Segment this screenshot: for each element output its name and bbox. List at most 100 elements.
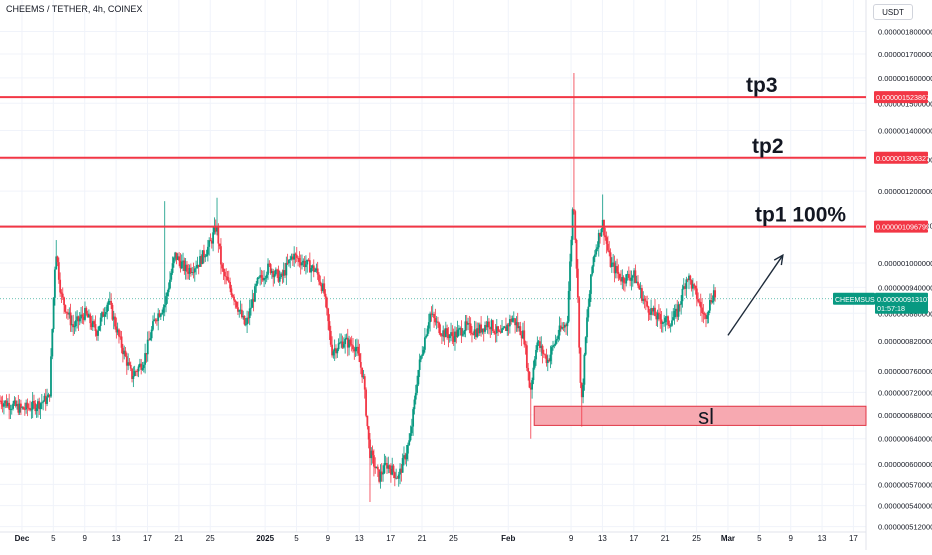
projection-arrow-head (773, 253, 784, 266)
candle-body (476, 328, 479, 337)
candle-body (227, 280, 230, 282)
candle-body (80, 314, 82, 319)
price-tick-label: 0.000000512000 (878, 523, 932, 532)
candle-body (301, 262, 303, 266)
candle-body (648, 312, 651, 315)
candle-body (390, 468, 392, 475)
candle-body (33, 401, 35, 404)
candle-body (522, 330, 524, 339)
candle-body (78, 318, 81, 322)
candle-body (609, 252, 612, 267)
candle-body (707, 310, 710, 316)
candle-body (123, 350, 126, 355)
candle-body (486, 321, 489, 328)
candle-body (638, 285, 641, 290)
candle-body (495, 326, 498, 334)
time-axis[interactable]: Dec 5 9 13 17 21 25 2025 5 9 13 17 21 25 Feb 9 13 17 21 25 M… (15, 534, 859, 543)
candle-body (515, 322, 518, 326)
candle-body (443, 330, 446, 338)
candle-body (516, 322, 519, 329)
candle-body (571, 209, 574, 240)
candle-body (269, 264, 272, 274)
candle-body (379, 471, 382, 482)
price-axis[interactable]: 0.000001800000 0.000001700000 0.0000016000… (878, 28, 932, 532)
candle-body (391, 465, 394, 475)
candle-body (450, 332, 452, 336)
candle-body (438, 322, 441, 334)
candle-body (692, 284, 694, 289)
candle-body (497, 326, 500, 332)
candle-body (265, 274, 268, 278)
candle-body (676, 308, 679, 317)
candle-body (556, 338, 558, 341)
candle-body (255, 283, 258, 287)
candle-body (44, 395, 47, 404)
candle-body (308, 260, 311, 273)
time-tick-label: 17 (849, 534, 858, 543)
candle-body (257, 277, 260, 279)
candle-body (174, 252, 177, 258)
candle-body (59, 279, 62, 293)
candle-body (689, 275, 692, 281)
candle-body (153, 319, 156, 322)
price-tick-label: 0.000001500000 (878, 99, 932, 108)
time-tick-label: 21 (418, 534, 427, 543)
candle-body (167, 288, 170, 293)
candle-body (291, 256, 294, 260)
candle-body (203, 250, 205, 258)
candle-body (286, 262, 289, 264)
candle-body (276, 269, 279, 271)
candle-body (695, 288, 698, 300)
candle-body (37, 401, 39, 409)
candle-body (152, 321, 154, 330)
candle-body (559, 325, 562, 329)
candle-body (705, 314, 707, 319)
candle-body (209, 240, 212, 242)
quote-unit-badge[interactable]: USDT (873, 4, 913, 20)
candle-body (273, 274, 276, 278)
candle-body (111, 304, 114, 320)
candle-body (542, 353, 545, 355)
candle-body (250, 307, 252, 309)
candle-body (306, 259, 309, 265)
candle-body (414, 392, 417, 400)
candle-body (188, 267, 191, 274)
candle-body (101, 312, 103, 318)
candle-body (231, 295, 234, 297)
candle-body (596, 247, 599, 249)
stop-loss-zone[interactable] (533, 405, 867, 426)
candle-body (158, 313, 161, 317)
candle-body (447, 334, 450, 339)
candle-body (125, 356, 128, 366)
candle-body (97, 330, 99, 336)
candle-body (311, 265, 314, 268)
candle-body (604, 235, 607, 238)
candle-body (61, 293, 64, 298)
price-tick-label: 0.000001200000 (878, 187, 932, 196)
time-tick-label: 5 (51, 534, 56, 543)
candle-body (478, 324, 481, 334)
candle-body (21, 407, 24, 409)
candle-body (259, 275, 262, 278)
candle-body (302, 260, 305, 263)
candle-body (557, 335, 560, 339)
candle-body (226, 276, 229, 281)
candle-body (127, 362, 130, 366)
candle-body (278, 277, 281, 282)
candle-body (575, 239, 578, 269)
candle-body (303, 260, 306, 268)
candle-body (430, 313, 433, 315)
time-tick-label: 5 (757, 534, 762, 543)
candle-body (554, 340, 557, 345)
candle-body (646, 301, 649, 307)
candle-body (597, 232, 600, 248)
candle-body (85, 307, 88, 314)
projection-arrow-shaft[interactable] (727, 254, 784, 336)
candle-body (76, 316, 79, 321)
candle-body (507, 324, 510, 327)
candle-body (703, 313, 706, 315)
candle-body (90, 323, 93, 328)
candle-body (277, 269, 280, 282)
